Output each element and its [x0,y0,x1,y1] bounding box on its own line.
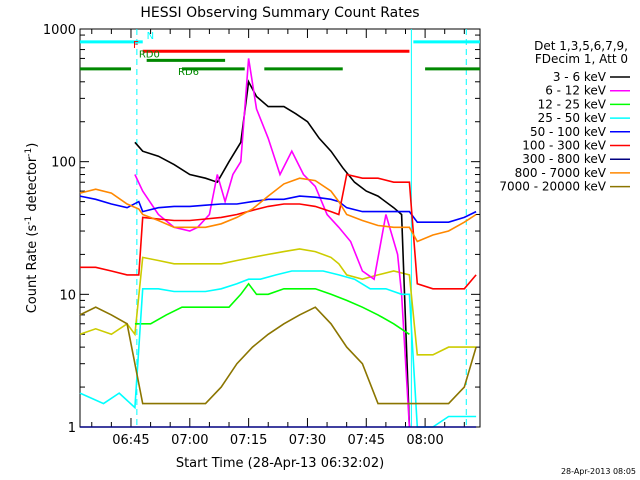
y-axis-label: Count Rate (s-1 detector-1) [24,143,40,314]
flag-label: RD0 [139,49,160,60]
y-tick-label: 10 [59,288,76,303]
legend-label: 7000 - 20000 keV [499,180,606,194]
y-tick-label: 1000 [43,23,76,38]
footer-date: 28-Apr-2013 08:05 [561,467,636,476]
plot-frame [79,28,481,428]
flag-label: F [133,40,139,51]
legend-label: 25 - 50 keV [538,111,607,125]
series-line-1 [134,58,411,428]
y-tick-label: 100 [51,156,76,171]
series-line-7 [79,177,477,243]
legend-header-line2: FDecim 1, Att 0 [535,52,628,66]
x-tick-label: 07:30 [289,433,326,448]
series-line-0 [134,79,411,428]
legend-label: 800 - 7000 keV [515,166,607,180]
attenuator-markers [136,29,467,427]
series-line-yellow [79,248,477,356]
series-line-2 [134,282,410,335]
x-tick-label: 07:45 [348,433,385,448]
x-tick-label: 07:00 [171,433,208,448]
flag-label: RD6 [178,67,199,78]
y-axis: 1 10 100 1000 [43,23,480,436]
x-tick-label: 08:00 [406,433,443,448]
series-line-5 [80,173,477,290]
x-tick-label: 07:15 [230,433,267,448]
x-axis-label: Start Time (28-Apr-13 06:32:02) [176,456,384,471]
plot-border [79,28,481,428]
legend-header-line1: Det 1,3,5,6,7,9, [534,39,628,53]
legend-label: 12 - 25 keV [538,97,607,111]
legend-label: 3 - 6 keV [553,70,607,84]
y-tick-label: 1 [68,421,76,436]
series-lines [79,58,477,428]
legend-label: 100 - 300 keV [522,139,606,153]
series-line-8 [79,306,477,405]
series-line-3 [79,270,477,428]
flag-label: N [147,31,154,42]
legend-label: 300 - 800 keV [522,152,606,166]
chart-title: HESSI Observing Summary Count Rates [140,5,419,21]
x-axis: 06:45 07:00 07:15 07:30 07:45 08:00 [91,29,465,448]
legend-label: 6 - 12 keV [545,84,607,98]
legend: Det 1,3,5,6,7,9, FDecim 1, Att 0 3 - 6 k… [499,39,630,194]
legend-label: 50 - 100 keV [530,125,607,139]
x-tick-label: 06:45 [112,433,149,448]
